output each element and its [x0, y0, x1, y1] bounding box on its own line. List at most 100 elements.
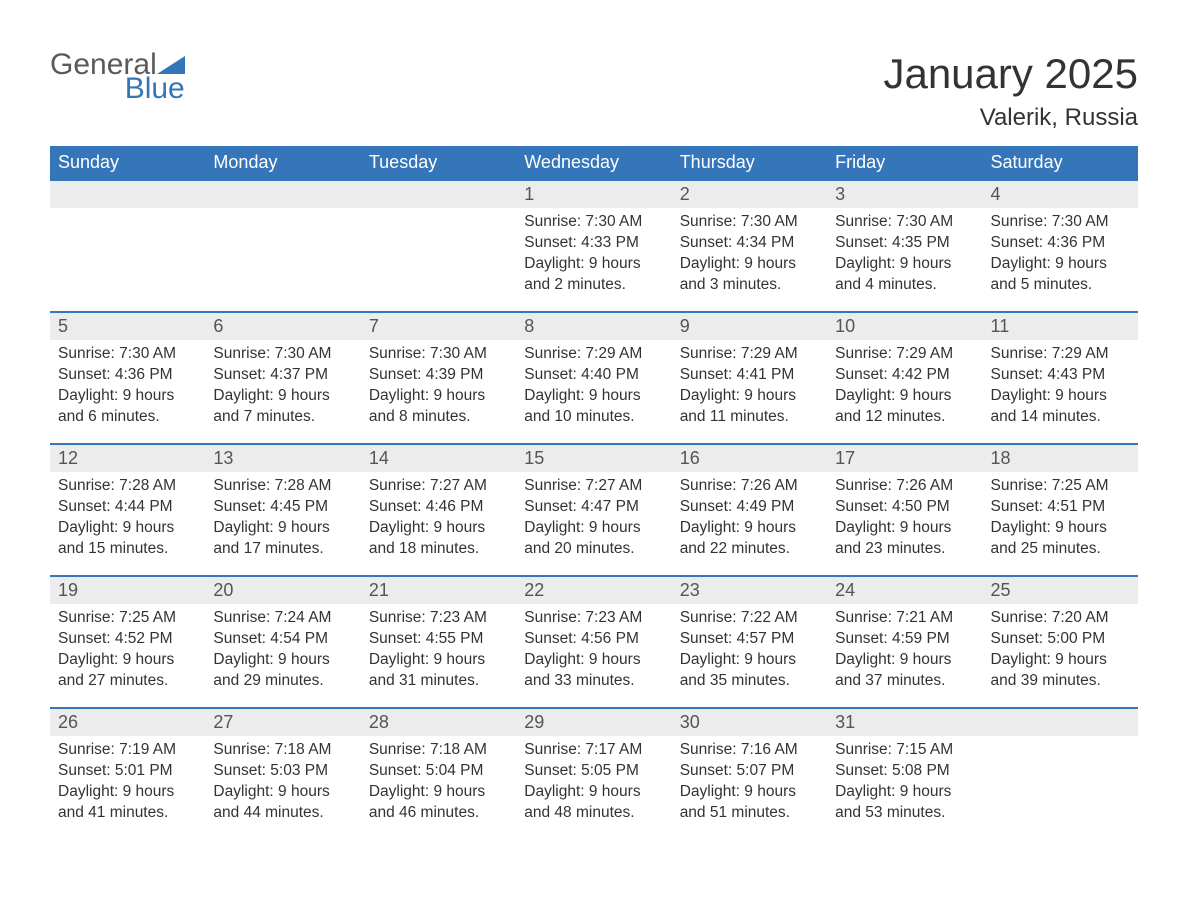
week-row: 19Sunrise: 7:25 AMSunset: 4:52 PMDayligh… — [50, 575, 1138, 707]
day-sunrise: Sunrise: 7:30 AM — [524, 212, 663, 233]
day-daylight2: and 5 minutes. — [991, 275, 1130, 296]
day-number: 7 — [361, 313, 516, 340]
day-sunset: Sunset: 4:55 PM — [369, 629, 508, 650]
day-number: 10 — [827, 313, 982, 340]
day-daylight1: Daylight: 9 hours — [524, 782, 663, 803]
day-cell: 4Sunrise: 7:30 AMSunset: 4:36 PMDaylight… — [983, 181, 1138, 311]
day-number: 24 — [827, 577, 982, 604]
day-body: Sunrise: 7:29 AMSunset: 4:41 PMDaylight:… — [672, 340, 827, 436]
day-number: 28 — [361, 709, 516, 736]
day-sunset: Sunset: 5:03 PM — [213, 761, 352, 782]
day-sunrise: Sunrise: 7:18 AM — [213, 740, 352, 761]
day-daylight1: Daylight: 9 hours — [58, 386, 197, 407]
day-sunset: Sunset: 4:36 PM — [58, 365, 197, 386]
day-sunrise: Sunrise: 7:16 AM — [680, 740, 819, 761]
day-daylight2: and 35 minutes. — [680, 671, 819, 692]
day-number: 5 — [50, 313, 205, 340]
day-cell: 17Sunrise: 7:26 AMSunset: 4:50 PMDayligh… — [827, 445, 982, 575]
day-cell: 22Sunrise: 7:23 AMSunset: 4:56 PMDayligh… — [516, 577, 671, 707]
day-sunrise: Sunrise: 7:30 AM — [369, 344, 508, 365]
day-daylight2: and 18 minutes. — [369, 539, 508, 560]
day-sunset: Sunset: 4:37 PM — [213, 365, 352, 386]
day-sunrise: Sunrise: 7:29 AM — [835, 344, 974, 365]
day-body: Sunrise: 7:28 AMSunset: 4:44 PMDaylight:… — [50, 472, 205, 568]
day-body: Sunrise: 7:17 AMSunset: 5:05 PMDaylight:… — [516, 736, 671, 832]
day-sunrise: Sunrise: 7:30 AM — [213, 344, 352, 365]
day-body: Sunrise: 7:28 AMSunset: 4:45 PMDaylight:… — [205, 472, 360, 568]
day-number: 13 — [205, 445, 360, 472]
day-daylight1: Daylight: 9 hours — [58, 518, 197, 539]
day-daylight2: and 17 minutes. — [213, 539, 352, 560]
day-cell: 7Sunrise: 7:30 AMSunset: 4:39 PMDaylight… — [361, 313, 516, 443]
day-sunrise: Sunrise: 7:24 AM — [213, 608, 352, 629]
day-cell: 26Sunrise: 7:19 AMSunset: 5:01 PMDayligh… — [50, 709, 205, 839]
day-body: Sunrise: 7:30 AMSunset: 4:37 PMDaylight:… — [205, 340, 360, 436]
day-cell: 5Sunrise: 7:30 AMSunset: 4:36 PMDaylight… — [50, 313, 205, 443]
day-sunset: Sunset: 5:04 PM — [369, 761, 508, 782]
day-number: 1 — [516, 181, 671, 208]
logo-triangle-icon — [157, 52, 185, 74]
day-daylight1: Daylight: 9 hours — [524, 254, 663, 275]
day-cell: 24Sunrise: 7:21 AMSunset: 4:59 PMDayligh… — [827, 577, 982, 707]
day-daylight1: Daylight: 9 hours — [58, 782, 197, 803]
day-daylight2: and 25 minutes. — [991, 539, 1130, 560]
day-daylight1: Daylight: 9 hours — [524, 518, 663, 539]
day-of-week-header: Sunday Monday Tuesday Wednesday Thursday… — [50, 146, 1138, 179]
weeks-container: 1Sunrise: 7:30 AMSunset: 4:33 PMDaylight… — [50, 179, 1138, 839]
day-daylight1: Daylight: 9 hours — [835, 518, 974, 539]
day-daylight1: Daylight: 9 hours — [524, 650, 663, 671]
day-daylight2: and 53 minutes. — [835, 803, 974, 824]
day-number — [205, 181, 360, 208]
day-daylight2: and 46 minutes. — [369, 803, 508, 824]
day-number — [983, 709, 1138, 736]
day-daylight1: Daylight: 9 hours — [213, 518, 352, 539]
day-daylight2: and 44 minutes. — [213, 803, 352, 824]
day-sunset: Sunset: 4:50 PM — [835, 497, 974, 518]
day-daylight2: and 31 minutes. — [369, 671, 508, 692]
day-body — [205, 208, 360, 220]
day-sunset: Sunset: 4:36 PM — [991, 233, 1130, 254]
day-cell: 9Sunrise: 7:29 AMSunset: 4:41 PMDaylight… — [672, 313, 827, 443]
day-sunset: Sunset: 5:00 PM — [991, 629, 1130, 650]
day-cell: 19Sunrise: 7:25 AMSunset: 4:52 PMDayligh… — [50, 577, 205, 707]
day-body: Sunrise: 7:25 AMSunset: 4:52 PMDaylight:… — [50, 604, 205, 700]
day-daylight2: and 10 minutes. — [524, 407, 663, 428]
day-body: Sunrise: 7:23 AMSunset: 4:55 PMDaylight:… — [361, 604, 516, 700]
dow-saturday: Saturday — [983, 146, 1138, 179]
day-sunrise: Sunrise: 7:27 AM — [369, 476, 508, 497]
day-sunrise: Sunrise: 7:30 AM — [680, 212, 819, 233]
day-body: Sunrise: 7:19 AMSunset: 5:01 PMDaylight:… — [50, 736, 205, 832]
day-number: 11 — [983, 313, 1138, 340]
title-block: January 2025 Valerik, Russia — [883, 50, 1138, 138]
day-number: 27 — [205, 709, 360, 736]
day-daylight1: Daylight: 9 hours — [991, 254, 1130, 275]
day-daylight1: Daylight: 9 hours — [213, 386, 352, 407]
day-daylight1: Daylight: 9 hours — [835, 782, 974, 803]
day-cell: 2Sunrise: 7:30 AMSunset: 4:34 PMDaylight… — [672, 181, 827, 311]
day-cell: 3Sunrise: 7:30 AMSunset: 4:35 PMDaylight… — [827, 181, 982, 311]
day-daylight1: Daylight: 9 hours — [213, 650, 352, 671]
day-cell: 30Sunrise: 7:16 AMSunset: 5:07 PMDayligh… — [672, 709, 827, 839]
day-body: Sunrise: 7:30 AMSunset: 4:39 PMDaylight:… — [361, 340, 516, 436]
day-sunrise: Sunrise: 7:26 AM — [835, 476, 974, 497]
day-sunset: Sunset: 5:08 PM — [835, 761, 974, 782]
day-sunset: Sunset: 4:49 PM — [680, 497, 819, 518]
day-number: 2 — [672, 181, 827, 208]
day-daylight2: and 14 minutes. — [991, 407, 1130, 428]
day-daylight1: Daylight: 9 hours — [369, 518, 508, 539]
day-sunset: Sunset: 4:43 PM — [991, 365, 1130, 386]
day-cell: 27Sunrise: 7:18 AMSunset: 5:03 PMDayligh… — [205, 709, 360, 839]
day-daylight2: and 3 minutes. — [680, 275, 819, 296]
day-daylight1: Daylight: 9 hours — [680, 782, 819, 803]
day-cell: 23Sunrise: 7:22 AMSunset: 4:57 PMDayligh… — [672, 577, 827, 707]
day-cell: 12Sunrise: 7:28 AMSunset: 4:44 PMDayligh… — [50, 445, 205, 575]
day-sunrise: Sunrise: 7:28 AM — [58, 476, 197, 497]
day-cell: 10Sunrise: 7:29 AMSunset: 4:42 PMDayligh… — [827, 313, 982, 443]
dow-tuesday: Tuesday — [361, 146, 516, 179]
day-cell — [361, 181, 516, 311]
day-sunrise: Sunrise: 7:27 AM — [524, 476, 663, 497]
day-cell: 28Sunrise: 7:18 AMSunset: 5:04 PMDayligh… — [361, 709, 516, 839]
day-body: Sunrise: 7:15 AMSunset: 5:08 PMDaylight:… — [827, 736, 982, 832]
dow-friday: Friday — [827, 146, 982, 179]
day-cell — [205, 181, 360, 311]
